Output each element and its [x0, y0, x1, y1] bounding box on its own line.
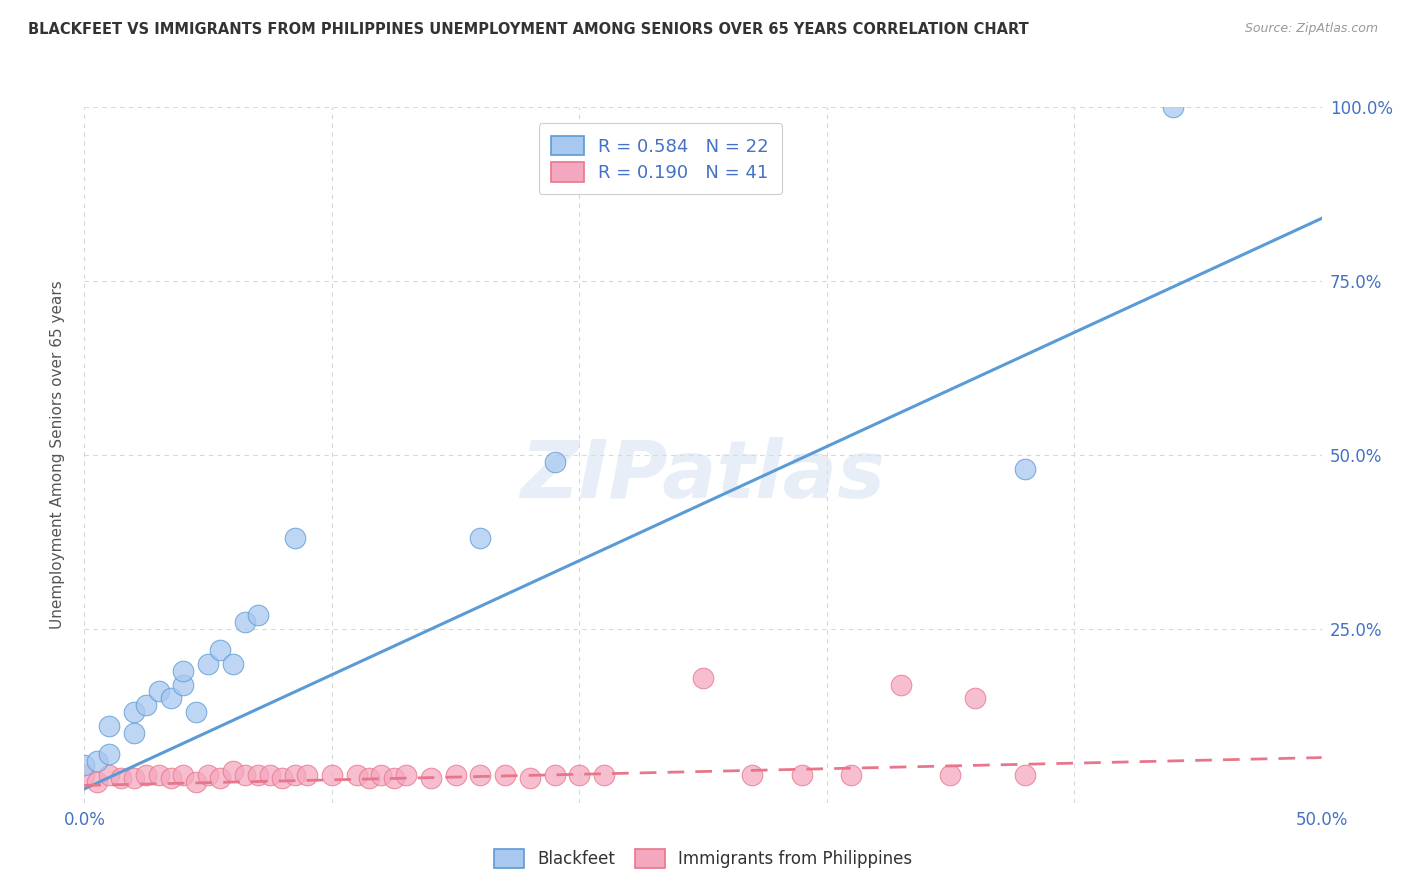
- Point: [172, 664, 194, 678]
- Point: [160, 772, 183, 786]
- Legend: R = 0.584   N = 22, R = 0.190   N = 41: R = 0.584 N = 22, R = 0.190 N = 41: [538, 123, 782, 194]
- Point: [295, 768, 318, 782]
- Point: [444, 768, 467, 782]
- Point: [246, 607, 269, 622]
- Point: [741, 768, 763, 782]
- Point: [172, 677, 194, 691]
- Point: [246, 768, 269, 782]
- Point: [1014, 768, 1036, 782]
- Point: [395, 768, 418, 782]
- Point: [890, 677, 912, 691]
- Point: [172, 768, 194, 782]
- Point: [543, 768, 565, 782]
- Point: [148, 768, 170, 782]
- Point: [98, 768, 121, 782]
- Point: [692, 671, 714, 685]
- Point: [122, 772, 145, 786]
- Point: [98, 747, 121, 761]
- Point: [209, 642, 232, 657]
- Text: ZIPatlas: ZIPatlas: [520, 437, 886, 515]
- Point: [259, 768, 281, 782]
- Point: [160, 691, 183, 706]
- Point: [86, 754, 108, 768]
- Point: [543, 455, 565, 469]
- Point: [110, 772, 132, 786]
- Point: [122, 706, 145, 720]
- Point: [222, 764, 245, 779]
- Point: [470, 532, 492, 546]
- Point: [233, 768, 256, 782]
- Point: [419, 772, 441, 786]
- Point: [346, 768, 368, 782]
- Point: [1014, 462, 1036, 476]
- Point: [122, 726, 145, 740]
- Point: [73, 757, 96, 772]
- Point: [939, 768, 962, 782]
- Point: [73, 768, 96, 782]
- Point: [494, 768, 516, 782]
- Point: [284, 768, 307, 782]
- Text: Source: ZipAtlas.com: Source: ZipAtlas.com: [1244, 22, 1378, 36]
- Point: [841, 768, 863, 782]
- Point: [233, 615, 256, 629]
- Point: [284, 532, 307, 546]
- Point: [209, 772, 232, 786]
- Point: [321, 768, 343, 782]
- Point: [1161, 100, 1184, 114]
- Legend: Blackfeet, Immigrants from Philippines: Blackfeet, Immigrants from Philippines: [486, 843, 920, 875]
- Point: [519, 772, 541, 786]
- Point: [98, 719, 121, 733]
- Point: [382, 772, 405, 786]
- Y-axis label: Unemployment Among Seniors over 65 years: Unemployment Among Seniors over 65 years: [51, 281, 65, 629]
- Text: BLACKFEET VS IMMIGRANTS FROM PHILIPPINES UNEMPLOYMENT AMONG SENIORS OVER 65 YEAR: BLACKFEET VS IMMIGRANTS FROM PHILIPPINES…: [28, 22, 1029, 37]
- Point: [197, 657, 219, 671]
- Point: [357, 772, 380, 786]
- Point: [370, 768, 392, 782]
- Point: [184, 775, 207, 789]
- Point: [135, 768, 157, 782]
- Point: [222, 657, 245, 671]
- Point: [790, 768, 813, 782]
- Point: [184, 706, 207, 720]
- Point: [197, 768, 219, 782]
- Point: [470, 768, 492, 782]
- Point: [148, 684, 170, 698]
- Point: [271, 772, 294, 786]
- Point: [86, 775, 108, 789]
- Point: [965, 691, 987, 706]
- Point: [593, 768, 616, 782]
- Point: [135, 698, 157, 713]
- Point: [568, 768, 591, 782]
